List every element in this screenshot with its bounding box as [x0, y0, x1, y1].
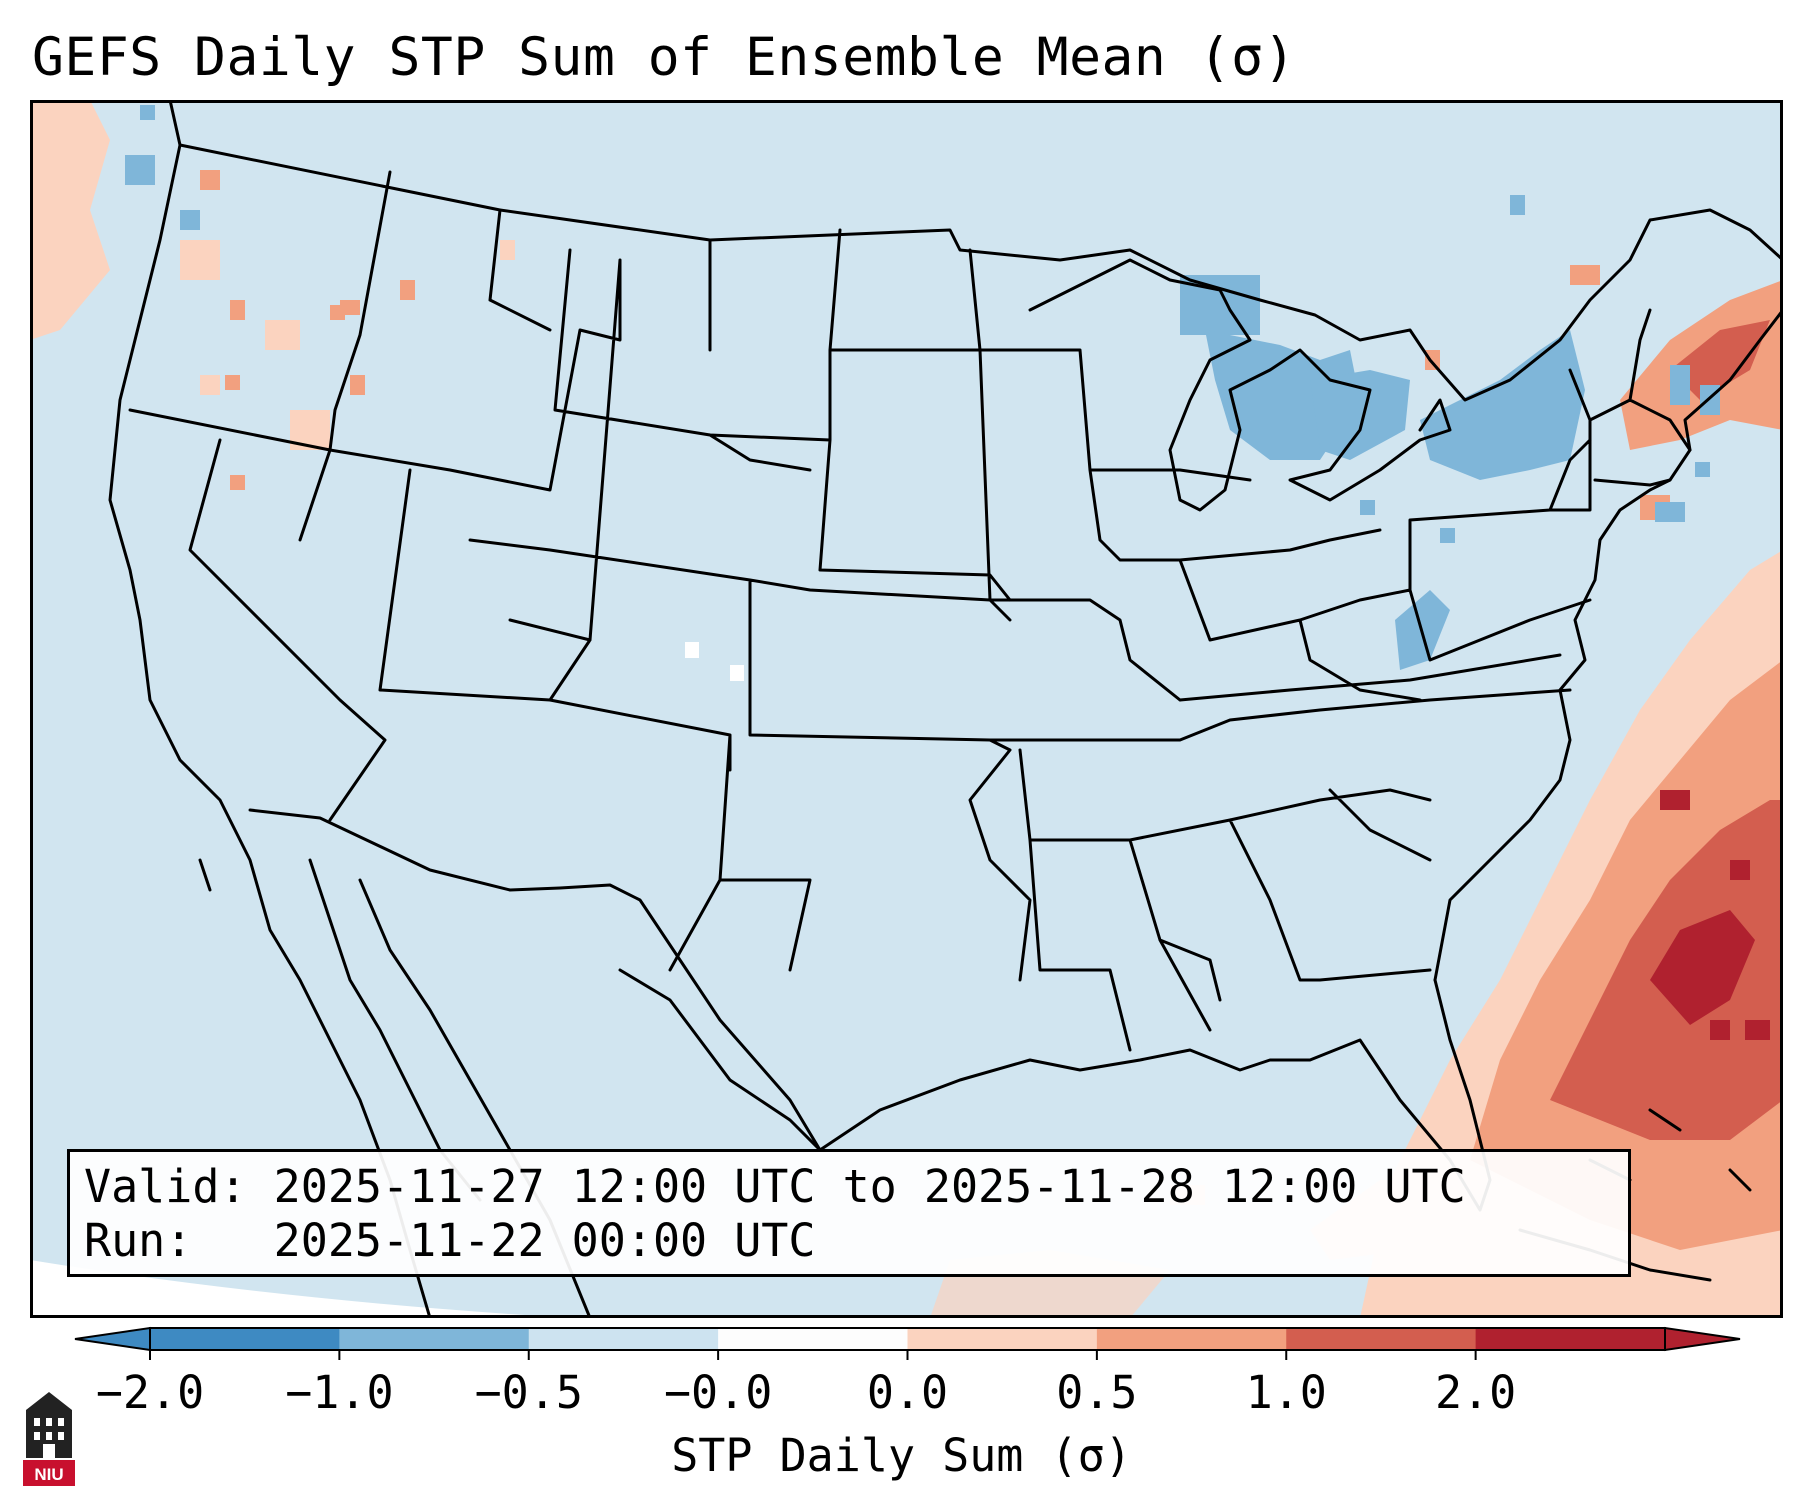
colorbar-segment — [907, 1328, 1098, 1350]
colorbar-tick-label: −2.0 — [96, 1366, 204, 1419]
colorbar-tick-label: 2.0 — [1435, 1366, 1516, 1419]
east-coast — [1433, 308, 1783, 982]
colorbar-tick-label: 1.0 — [1246, 1366, 1327, 1419]
colorbar-label: STP Daily Sum (σ) — [671, 1429, 1132, 1482]
anomaly-region-pacific-nw — [30, 100, 110, 340]
canada-us-border — [178, 143, 1783, 402]
valid-time-line: Valid: 2025-11-27 12:00 UTC to 2025-11-2… — [84, 1160, 1466, 1213]
west-coast — [108, 100, 432, 1318]
colorbar-segment — [1286, 1328, 1477, 1350]
map-title: GEFS Daily STP Sum of Ensemble Mean (σ) — [32, 27, 1296, 88]
colorbar-segment — [1096, 1328, 1287, 1350]
map-frame — [30, 100, 1783, 1318]
state-lines — [128, 170, 1692, 1052]
colorbar-segment — [528, 1328, 719, 1350]
valid-time-info-box: Valid: 2025-11-27 12:00 UTC to 2025-11-2… — [67, 1149, 1631, 1277]
colorbar-tick-label: 0.0 — [867, 1366, 948, 1419]
colorbar-tick-label: −0.5 — [475, 1366, 583, 1419]
colorbar-tick-label: 0.5 — [1056, 1366, 1137, 1419]
colorbar-extend-high — [1664, 1326, 1741, 1352]
map-domain-edge — [30, 1260, 573, 1318]
colorbar-tick-label: −1.0 — [285, 1366, 393, 1419]
colorbar-segment — [339, 1328, 530, 1350]
us-mexico-border — [248, 808, 822, 1152]
logo-badge — [23, 1460, 75, 1486]
great-lakes — [1028, 258, 1452, 512]
niu-logo: NIU — [23, 1392, 75, 1486]
colorbar-segment — [150, 1328, 340, 1350]
anomaly-region-peak — [1650, 910, 1755, 1025]
map-panel[interactable] — [30, 100, 1783, 1318]
colorbar-tick-label: −0.0 — [664, 1366, 772, 1419]
run-time-line: Run: 2025-11-22 00:00 UTC — [84, 1214, 816, 1267]
colorbar: −2.0 −1.0 −0.5 −0.0 0.0 0.5 1.0 2.0 — [74, 1326, 1741, 1419]
logo-text: NIU — [34, 1465, 63, 1484]
colorbar-extend-low — [74, 1326, 151, 1352]
colorbar-segment — [1475, 1328, 1666, 1350]
colorbar-segment — [718, 1328, 908, 1350]
